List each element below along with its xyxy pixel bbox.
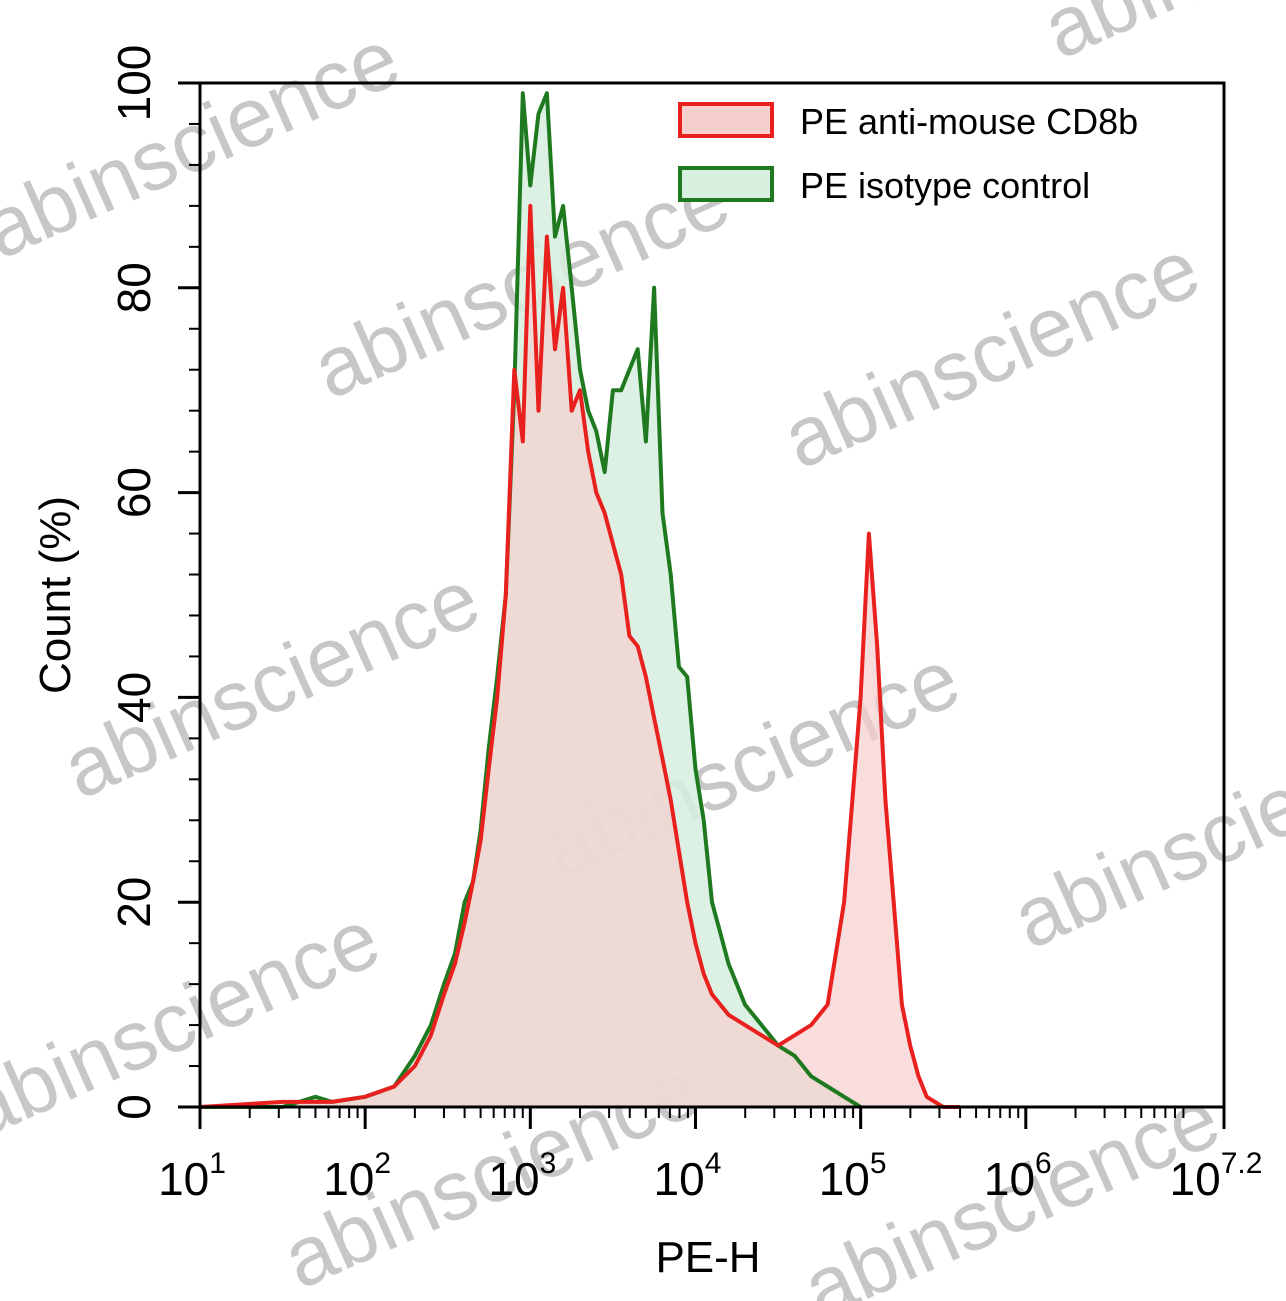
x-tick-label: 107.2 xyxy=(1170,1147,1263,1205)
y-tick-label: 20 xyxy=(108,877,160,928)
series-line-pe-isotype-control xyxy=(200,91,862,1109)
watermark-text: abinscience xyxy=(0,10,413,276)
histogram-areas xyxy=(200,93,960,1107)
legend: PE anti-mouse CD8b PE isotype control xyxy=(678,101,1138,206)
watermark-text: abinscience xyxy=(1029,0,1286,76)
x-tick-label: 102 xyxy=(323,1147,391,1205)
y-axis-title: Count (%) xyxy=(31,496,80,694)
y-tick-label: 60 xyxy=(108,467,160,518)
x-axis-title: PE-H xyxy=(655,1233,760,1282)
x-tick-label: 101 xyxy=(158,1147,226,1205)
x-tick-label: 105 xyxy=(819,1147,887,1205)
series-area-pe-anti-mouse-cd8b xyxy=(200,205,960,1107)
legend-label-pe-isotype-control: PE isotype control xyxy=(800,165,1090,206)
y-tick-label: 40 xyxy=(108,672,160,723)
legend-swatch-pe-anti-mouse-cd8b xyxy=(678,102,774,138)
plot-frame xyxy=(198,81,1226,1109)
watermark-text: abinscience xyxy=(769,220,1213,486)
y-tick-label: 100 xyxy=(108,45,160,122)
x-axis: 101 102 103 104 105 106 107.2 xyxy=(158,1107,1262,1205)
watermark-text: abinscience xyxy=(0,890,393,1156)
x-tick-label: 104 xyxy=(654,1147,722,1205)
legend-label-pe-anti-mouse-cd8b: PE anti-mouse CD8b xyxy=(800,101,1138,142)
y-tick-label: 80 xyxy=(108,262,160,313)
y-axis: 0 20 40 60 80 100 xyxy=(108,45,200,1120)
legend-swatch-pe-isotype-control xyxy=(678,166,774,202)
watermark-text: abinscience xyxy=(999,700,1286,966)
series-line-pe-anti-mouse-cd8b xyxy=(199,203,960,1109)
y-tick-label: 0 xyxy=(108,1094,160,1120)
x-tick-label: 103 xyxy=(488,1147,556,1205)
histogram-lines xyxy=(199,91,960,1109)
x-tick-label: 106 xyxy=(984,1147,1052,1205)
